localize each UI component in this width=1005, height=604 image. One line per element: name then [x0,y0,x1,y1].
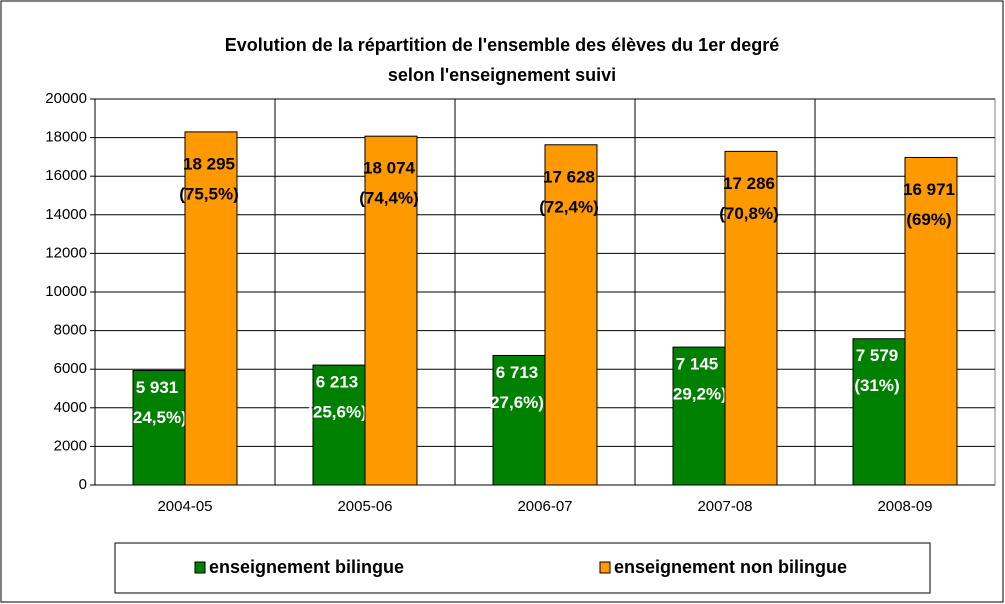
share-label: 27,6%) [490,393,544,412]
bar [852,338,906,486]
share-label: (31%) [854,376,899,395]
y-tick-label: 0 [79,476,87,493]
share-label: (70,8%) [719,204,779,223]
chart-title: Evolution de la répartition de l'ensembl… [225,35,779,55]
bar [312,364,366,486]
data-label: 6 213 [316,373,359,392]
share-label: (75,5%) [179,184,239,203]
share-label: (69%) [906,210,951,229]
y-tick-label: 8000 [54,322,87,339]
share-label: (74,4%) [359,189,419,208]
y-tick-label: 20000 [45,90,87,107]
data-label: 6 713 [496,363,539,382]
bar [132,370,186,486]
bar [184,131,238,486]
x-tick-label: 2006-07 [517,498,572,515]
x-tick-label: 2004-05 [157,498,212,515]
legend-swatch [194,561,206,574]
legend-label: enseignement non bilingue [614,557,847,577]
data-label: 17 628 [543,167,595,186]
share-label: (24,5%) [127,408,187,427]
y-tick-label: 10000 [45,283,87,300]
bar [672,346,726,486]
y-tick-label: 14000 [45,206,87,223]
chart-title: selon l'enseignement suivi [388,65,616,85]
bar [544,144,598,486]
y-tick-label: 18000 [45,129,87,146]
legend-swatch [599,561,611,574]
share-label: (72,4%) [539,197,599,216]
y-tick-label: 16000 [45,167,87,184]
legend-box [114,542,931,594]
data-label: 7 579 [856,346,899,365]
y-tick-label: 4000 [54,399,87,416]
x-tick-label: 2005-06 [337,498,392,515]
bar [724,150,778,486]
data-label: 16 971 [903,180,955,199]
x-tick-label: 2008-09 [877,498,932,515]
data-label: 18 074 [363,159,416,178]
share-label: (29,2%) [667,385,727,404]
y-tick-label: 2000 [54,437,87,454]
legend-label: enseignement bilingue [209,557,404,577]
bar [904,156,958,486]
data-label: 17 286 [723,174,775,193]
share-label: (25,6%) [307,403,367,422]
bar [364,135,418,486]
y-tick-label: 12000 [45,244,87,261]
data-label: 5 931 [136,378,179,397]
x-tick-label: 2007-08 [697,498,752,515]
y-tick-label: 6000 [54,360,87,377]
data-label: 18 295 [183,154,235,173]
bar [492,354,546,486]
data-label: 7 145 [676,355,719,374]
